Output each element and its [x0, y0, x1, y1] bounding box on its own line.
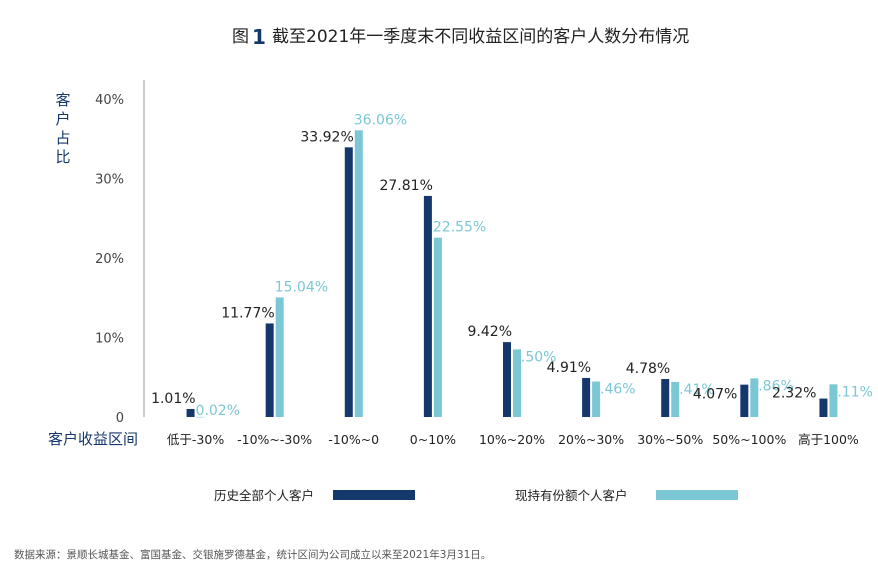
bars — [186, 130, 838, 418]
data-label-current: 22.55% — [433, 220, 486, 236]
chart-title: 截至2021年一季度末不同收益区间的客户人数分布情况 — [272, 27, 689, 47]
category-label: 20%~30% — [558, 432, 624, 447]
bar-historical — [503, 342, 511, 417]
data-label-current: 36.06% — [354, 112, 407, 128]
data-label-current: 15.04% — [275, 279, 328, 295]
data-label-historical: 2.32% — [772, 386, 816, 402]
data-label-current: 0.02% — [196, 403, 240, 419]
category-label: 10%~20% — [479, 432, 545, 447]
data-label-historical: 4.91% — [547, 360, 591, 376]
category-label: 50%~100% — [712, 432, 786, 447]
category-label: -10%~0 — [328, 432, 379, 447]
bar-current — [829, 384, 838, 417]
source-note: 数据来源：景顺长城基金、富国基金、交银施罗德基金，统计区间为公司成立以来至202… — [14, 548, 491, 561]
data-label-historical: 27.81% — [379, 178, 432, 194]
bar-current — [354, 130, 363, 417]
bar-current — [275, 297, 284, 417]
category-label: 低于-30% — [167, 432, 224, 447]
category-label: 0~10% — [410, 432, 456, 447]
bar-historical — [344, 147, 353, 417]
data-label-historical: 9.42% — [468, 324, 512, 340]
legend: 历史全部个人客户 现持有份额个人客户 — [214, 488, 738, 503]
category-label: -10%~-30% — [237, 432, 312, 447]
legend-label: 历史全部个人客户 — [214, 488, 314, 503]
data-label-historical: 1.01% — [151, 391, 195, 407]
figure-label: 图 — [232, 27, 249, 47]
data-label-current: 8.50% — [512, 349, 556, 365]
bar-historical — [819, 398, 828, 417]
y-tick-label: 10% — [95, 332, 124, 347]
data-labels: 1.01%0.02% 11.77%15.04% 33.92%36.06% 27.81%… — [151, 112, 873, 419]
bar-current — [592, 381, 601, 417]
bar-historical — [582, 377, 591, 417]
category-label: 30%~50% — [637, 432, 703, 447]
y-tick-label: 0 — [116, 411, 124, 426]
y-axis-title-char: 客 — [55, 91, 70, 109]
bar-current — [433, 237, 442, 417]
bar-current — [750, 378, 759, 417]
data-label-current: 4.41% — [670, 382, 714, 398]
y-axis-title-char: 比 — [55, 148, 70, 166]
bar-current — [671, 381, 680, 417]
data-label-historical: 4.07% — [693, 387, 737, 403]
y-tick-label: 30% — [95, 173, 124, 188]
data-label-historical: 33.92% — [300, 129, 353, 145]
legend-swatch — [656, 490, 738, 500]
bar-historical — [740, 384, 749, 417]
bar-historical — [661, 378, 670, 417]
category-label: 高于100% — [798, 432, 859, 447]
data-label-current: 4.11% — [828, 384, 872, 400]
legend-label: 现持有份额个人客户 — [515, 488, 628, 503]
legend-swatch — [333, 490, 415, 500]
y-axis-title-char: 户 — [55, 110, 70, 128]
category-labels: 低于-30% -10%~-30% -10%~0 0~10% 10%~20% 20%~30%… — [167, 432, 859, 447]
data-label-historical: 11.77% — [221, 305, 274, 321]
bar-current — [513, 349, 521, 417]
x-axis-title: 客户收益区间 — [48, 430, 138, 448]
data-label-historical: 4.78% — [626, 361, 670, 377]
bar-current — [196, 416, 205, 418]
figure-number: 1 — [252, 25, 266, 49]
data-label-current: 4.46% — [591, 382, 635, 398]
data-label-current: 4.86% — [749, 378, 793, 394]
bar-historical — [423, 195, 432, 417]
y-axis-ticks: 0 10% 20% 30% 40% — [95, 93, 124, 426]
bar-historical — [265, 323, 274, 417]
y-tick-label: 20% — [95, 252, 124, 267]
y-tick-label: 40% — [95, 93, 124, 108]
bar-historical — [186, 408, 195, 417]
y-axis-title-char: 占 — [55, 129, 70, 147]
